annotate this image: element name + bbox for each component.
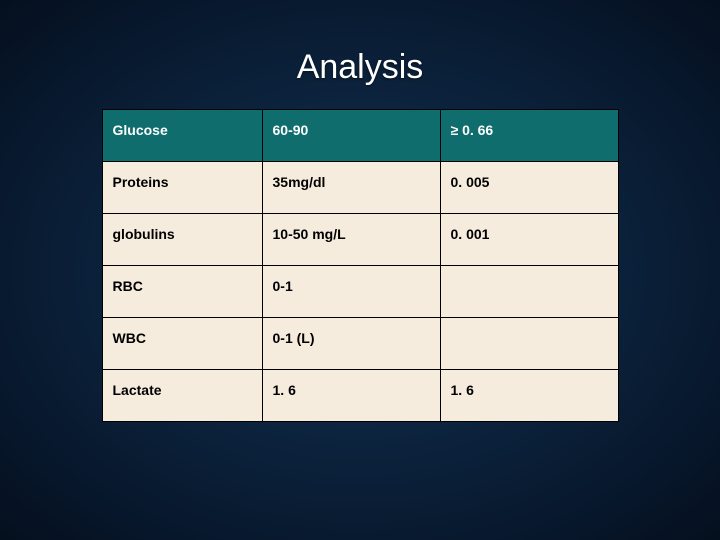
table-cell: WBC	[102, 318, 262, 370]
table-cell: ≥ 0. 66	[440, 110, 618, 162]
analysis-table-body: Glucose60-90≥ 0. 66Proteins35mg/dl0. 005…	[102, 110, 618, 422]
table-cell: 35mg/dl	[262, 162, 440, 214]
table-cell: 60-90	[262, 110, 440, 162]
slide-title: Analysis	[297, 48, 424, 87]
table-cell: 1. 6	[262, 370, 440, 422]
table-cell: 0. 005	[440, 162, 618, 214]
analysis-table: Glucose60-90≥ 0. 66Proteins35mg/dl0. 005…	[102, 109, 619, 422]
table-cell: Glucose	[102, 110, 262, 162]
table-cell: Lactate	[102, 370, 262, 422]
table-cell: 0-1	[262, 266, 440, 318]
table-cell: Proteins	[102, 162, 262, 214]
table-cell: globulins	[102, 214, 262, 266]
table-cell: 1. 6	[440, 370, 618, 422]
table-row: Lactate1. 61. 6	[102, 370, 618, 422]
table-cell: RBC	[102, 266, 262, 318]
table-row: Glucose60-90≥ 0. 66	[102, 110, 618, 162]
table-row: Proteins35mg/dl0. 005	[102, 162, 618, 214]
table-cell	[440, 266, 618, 318]
table-row: RBC0-1	[102, 266, 618, 318]
table-cell: 0-1 (L)	[262, 318, 440, 370]
table-cell: 0. 001	[440, 214, 618, 266]
table-row: WBC0-1 (L)	[102, 318, 618, 370]
table-cell: 10-50 mg/L	[262, 214, 440, 266]
table-row: globulins10-50 mg/L0. 001	[102, 214, 618, 266]
table-cell	[440, 318, 618, 370]
